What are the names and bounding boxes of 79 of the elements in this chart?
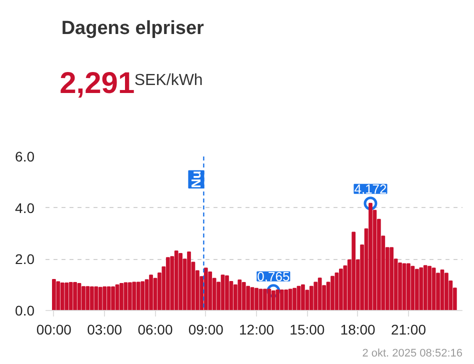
bar <box>225 275 229 310</box>
bar <box>178 253 182 310</box>
bar <box>432 268 436 310</box>
text: SEK/kWh <box>134 72 203 89</box>
bar <box>149 274 153 310</box>
bar <box>73 282 77 310</box>
bar <box>187 251 191 310</box>
y-tick-label: 4.0 <box>15 200 35 216</box>
bar <box>60 282 64 310</box>
bar <box>330 276 334 310</box>
bar <box>339 268 343 310</box>
bar <box>208 272 212 310</box>
bar <box>250 287 254 310</box>
bar <box>140 281 145 310</box>
bar <box>136 282 140 310</box>
bar <box>280 289 284 310</box>
annotation: 4,172 <box>354 181 387 196</box>
bar <box>82 286 86 310</box>
text: 2 okt. 2025 08:52:16 <box>362 348 463 360</box>
bar <box>352 232 356 310</box>
x-tick-label: 18:00 <box>340 322 376 338</box>
y-tick-label: 6.0 <box>15 148 35 164</box>
bar <box>258 288 263 310</box>
bar <box>204 268 208 310</box>
x-tick-label: 12:00 <box>239 322 274 338</box>
bar <box>368 202 372 310</box>
x-tick-label: 06:00 <box>138 322 173 338</box>
bar <box>263 288 267 310</box>
bar <box>292 288 296 310</box>
bar <box>90 286 94 310</box>
annotation: 0,765 <box>257 268 290 284</box>
bar <box>288 288 292 310</box>
y-tick-label: 2.0 <box>15 251 35 268</box>
bar <box>318 278 322 310</box>
bar <box>246 286 250 310</box>
bar <box>98 286 102 310</box>
bar <box>406 263 410 310</box>
bar <box>423 265 428 310</box>
bar <box>86 286 90 310</box>
bar <box>398 262 402 310</box>
bar <box>94 286 98 310</box>
x-tick-label: 00:00 <box>36 322 72 338</box>
bar <box>77 283 82 310</box>
bar <box>414 268 419 310</box>
bar <box>166 257 170 310</box>
bar <box>52 278 56 310</box>
chart-title: Dagens elpriser <box>61 18 205 39</box>
bar <box>428 266 432 310</box>
bar <box>314 282 318 310</box>
bar <box>254 288 258 310</box>
bar <box>64 282 69 310</box>
bar <box>132 282 136 310</box>
x-tick-label: 09:00 <box>188 322 224 338</box>
bar <box>111 286 115 310</box>
bar <box>410 266 415 310</box>
bar <box>301 284 305 310</box>
bar <box>128 282 132 310</box>
ref-line-label: Nu <box>188 170 204 188</box>
x-tick-label: 21:00 <box>390 322 426 338</box>
bar <box>120 283 124 310</box>
bar <box>440 269 444 310</box>
bar <box>238 279 242 310</box>
bar <box>390 247 394 310</box>
bar <box>334 272 339 310</box>
bar <box>419 267 424 310</box>
bar <box>68 282 73 310</box>
bar <box>174 250 178 310</box>
bar <box>444 272 448 310</box>
bar <box>402 263 406 310</box>
bar <box>102 286 107 310</box>
x-tick-label: 03:00 <box>87 322 122 338</box>
bar <box>242 282 246 310</box>
bar <box>56 281 60 310</box>
bar <box>220 274 225 310</box>
y-tick-label: 0.0 <box>15 302 35 318</box>
x-tick-label: 15:00 <box>290 322 325 338</box>
bar <box>309 286 314 310</box>
text: 2,291 <box>60 67 135 100</box>
bar <box>284 289 288 310</box>
